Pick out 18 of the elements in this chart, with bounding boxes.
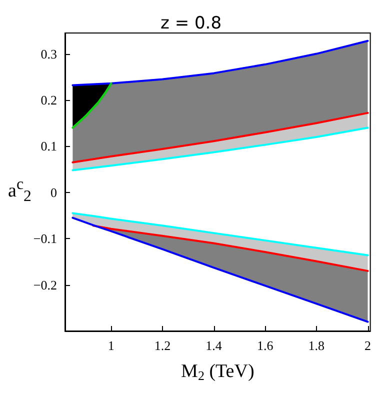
line-series: [92, 224, 369, 272]
line-series: [72, 40, 369, 86]
y-tick-label: 0: [50, 184, 57, 200]
y-tick-label: 0.2: [40, 92, 57, 108]
y-tick-label: −0.1: [33, 231, 57, 246]
x-tick-label: 1.8: [308, 338, 325, 353]
x-tick-label: 1.2: [154, 338, 171, 353]
line-series: [72, 126, 369, 172]
x-tick-label: 2: [364, 338, 371, 353]
y-tick-label: 0.3: [40, 46, 57, 62]
chart-title: z = 0.8: [160, 14, 222, 34]
x-tick-label: 1.4: [206, 338, 222, 353]
y-tick-label: −0.2: [33, 277, 57, 292]
x-tick-label: 1.6: [257, 338, 274, 353]
line-series: [72, 212, 369, 256]
line-series: [72, 216, 369, 323]
x-tick-label: 1: [108, 338, 114, 353]
y-tick-label: 0.1: [40, 138, 57, 154]
